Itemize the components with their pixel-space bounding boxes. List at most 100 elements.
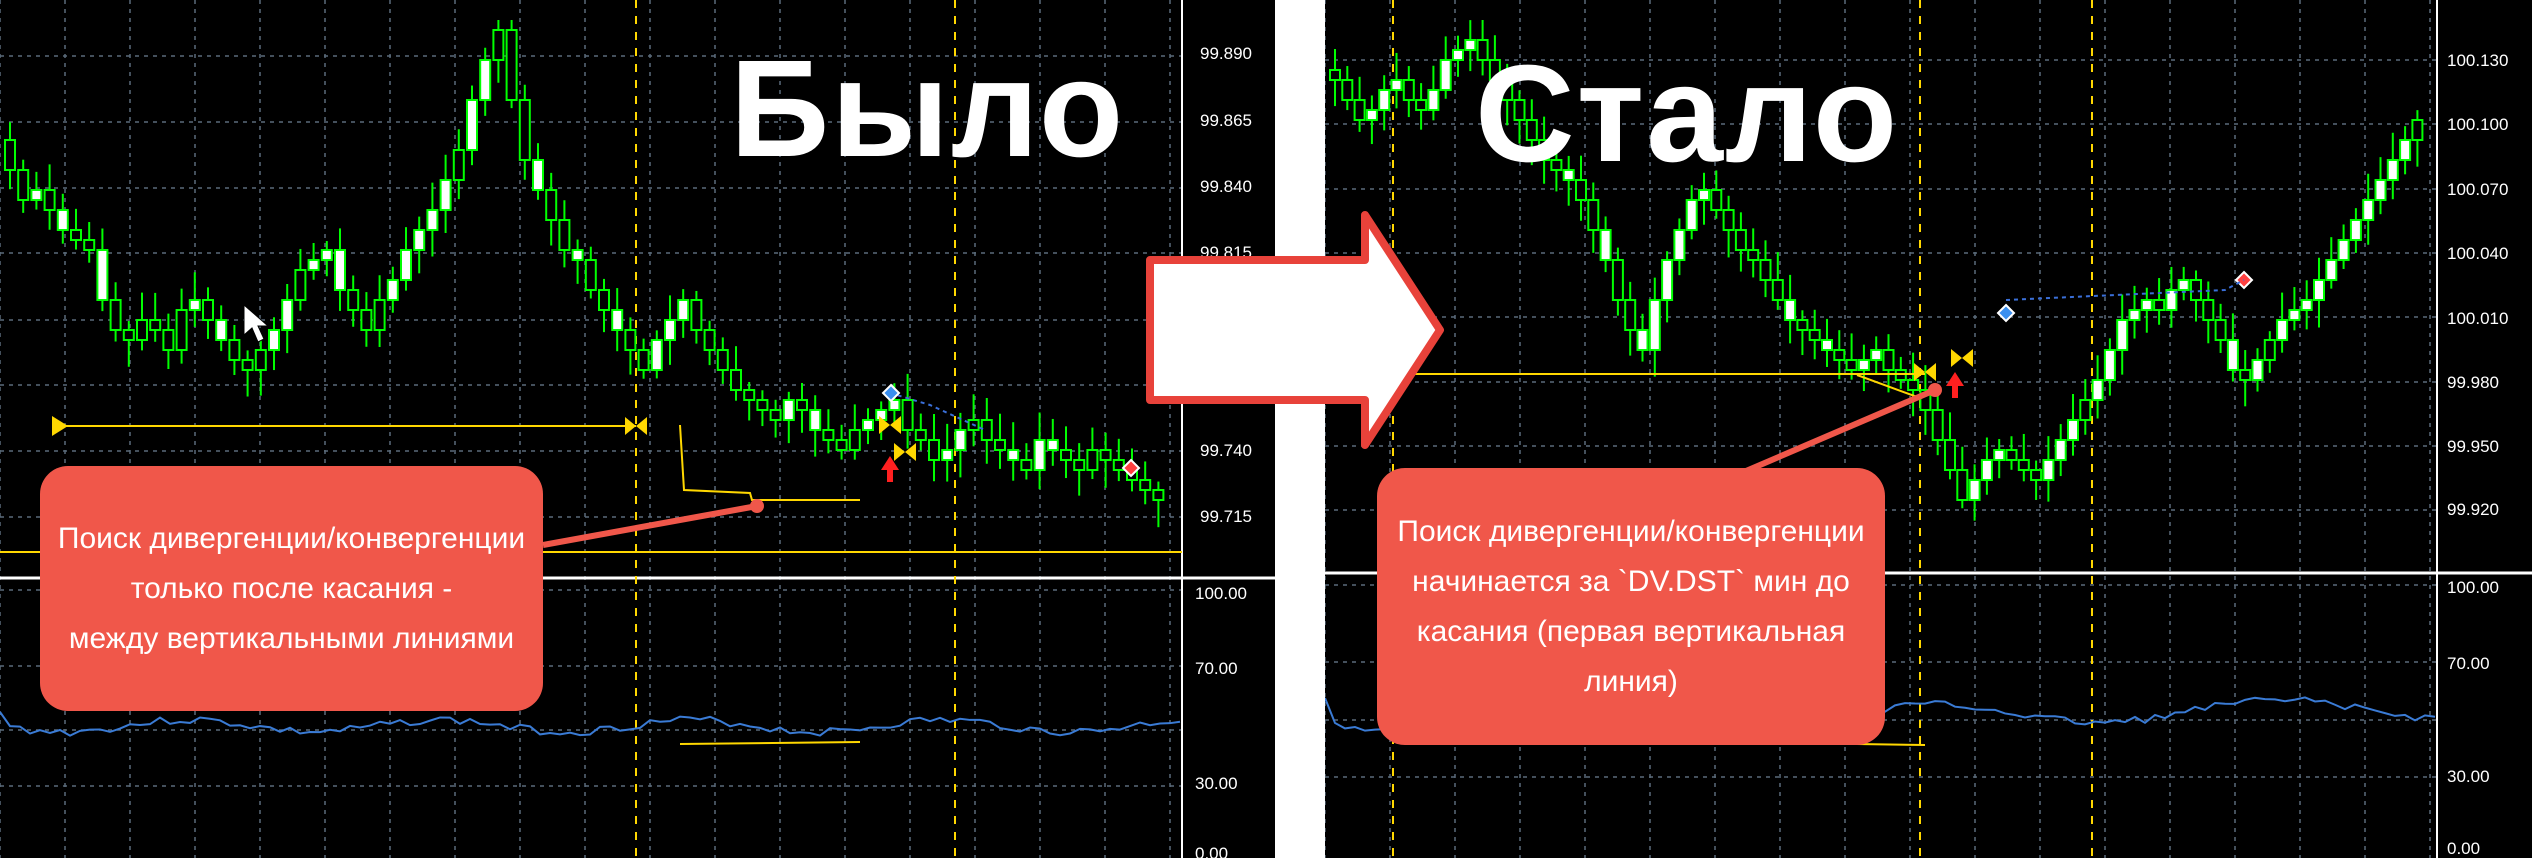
callout-line: Поиск дивергенции/конвергенции: [57, 521, 526, 555]
candle-body: [1086, 449, 1099, 471]
chart-panel-after: 100.130 100.100 100.070 100.040 100.010 …: [1325, 0, 2532, 858]
candle-body: [439, 179, 452, 211]
candle-body: [809, 409, 822, 431]
candle-body: [386, 279, 399, 301]
candle-body: [83, 239, 96, 251]
candle-body: [1944, 439, 1956, 471]
candle-body: [2140, 299, 2153, 311]
candle-body: [2042, 459, 2055, 481]
candle-body: [1980, 459, 1993, 481]
candle-body: [624, 329, 637, 351]
candle-body: [1734, 229, 1747, 251]
candle-body: [914, 429, 927, 441]
candle-body: [2362, 199, 2375, 221]
candle-body: [1722, 209, 1735, 231]
candle-body: [1060, 449, 1072, 461]
candle-body: [4, 139, 16, 171]
candle-body: [452, 149, 465, 181]
candle-body: [928, 439, 940, 461]
candle-body: [1575, 179, 1587, 201]
price-axis-label: 99.980: [2447, 373, 2499, 392]
candle-body: [532, 159, 544, 191]
candle-body: [2128, 309, 2141, 321]
divergence-line: [1856, 374, 1921, 399]
candle-body: [1378, 89, 1391, 111]
chart-panel-before: 99.890 99.865 99.840 99.815 99.740 99.71…: [0, 0, 1275, 858]
candle-body: [1710, 189, 1723, 211]
candle-body: [1464, 39, 1477, 51]
candle-body: [2190, 279, 2202, 301]
candle-body: [56, 209, 69, 231]
candle-body: [1907, 379, 1920, 391]
candle-body: [466, 99, 478, 151]
candle-body: [1784, 299, 1797, 321]
callout-pointer: [1723, 387, 1937, 483]
candle-body: [1821, 339, 1833, 351]
candle-body: [2386, 159, 2399, 181]
candle-body: [2226, 339, 2239, 371]
candle-body: [1870, 349, 1883, 361]
candle-body: [413, 229, 426, 251]
candle-body: [254, 349, 267, 371]
candle-body: [2276, 319, 2289, 341]
candle-body: [1562, 169, 1575, 181]
candle-body: [2337, 239, 2350, 261]
indicator-divergence-line: [1856, 743, 1926, 746]
price-axis-label: 99.740: [1200, 441, 1252, 460]
candle-body: [492, 29, 505, 61]
candle-body: [1365, 109, 1378, 121]
candle-body: [1747, 249, 1760, 261]
candle-body: [1046, 439, 1059, 451]
indicator-divergence-line: [679, 741, 861, 745]
candle-body: [2103, 349, 2116, 381]
candle-body: [2005, 449, 2018, 461]
cursor-icon: [243, 303, 270, 343]
yellow-triangle-icon: [52, 416, 68, 436]
candle-body: [2399, 139, 2412, 161]
callout-pointer-dot: [1928, 383, 1942, 397]
candle-body: [1661, 259, 1674, 301]
candle-body: [1759, 259, 1772, 281]
candle-body: [1599, 229, 1612, 261]
callout-after: Поиск дивергенции/конвергенции начинаетс…: [1377, 468, 1885, 745]
candle-body: [1152, 489, 1165, 501]
candle-body: [611, 309, 624, 331]
candle-body: [941, 449, 954, 461]
price-axis-label: 99.950: [2447, 437, 2499, 456]
candle-body: [1956, 469, 1969, 501]
candle-body: [162, 329, 175, 351]
candle-body: [505, 29, 518, 101]
candle-body: [2239, 369, 2252, 381]
candle-body: [782, 399, 795, 421]
candle-body: [1857, 359, 1870, 371]
candle-body: [888, 399, 901, 411]
candle-body: [584, 259, 597, 291]
candle-body: [1673, 229, 1686, 261]
callout-pointer: [542, 503, 758, 548]
candle-body: [1415, 99, 1428, 111]
candle-body: [2153, 299, 2166, 311]
candle-body: [109, 299, 122, 331]
candle-body: [294, 269, 307, 301]
price-axis-label: 100.040: [2447, 244, 2509, 263]
candle-body: [320, 249, 333, 261]
yellow-bowtie-icon: [625, 417, 647, 435]
yellow-bowtie-icon: [1951, 349, 1973, 367]
candle-body: [1771, 279, 1784, 301]
candle-body: [901, 399, 914, 431]
candle-body: [2214, 319, 2227, 341]
signal-diamond-icon: [881, 383, 901, 403]
candle-body: [571, 249, 584, 261]
candle-body: [1007, 449, 1020, 461]
candle-body: [1099, 449, 1112, 461]
candle-body: [1329, 69, 1341, 81]
callout-line: Поиск дивергенции/конвергенции: [1397, 514, 1865, 548]
candle-body: [1538, 139, 1551, 161]
callout-line: касания (первая вертикальная: [1416, 614, 1846, 648]
candle-body: [1698, 189, 1710, 201]
callout-pointer-dot: [750, 499, 764, 513]
candle-body: [188, 299, 201, 311]
callout-before: Поиск дивергенции/конвергенции только по…: [40, 466, 543, 711]
candle-body: [1139, 479, 1152, 491]
candle-body: [43, 189, 56, 211]
